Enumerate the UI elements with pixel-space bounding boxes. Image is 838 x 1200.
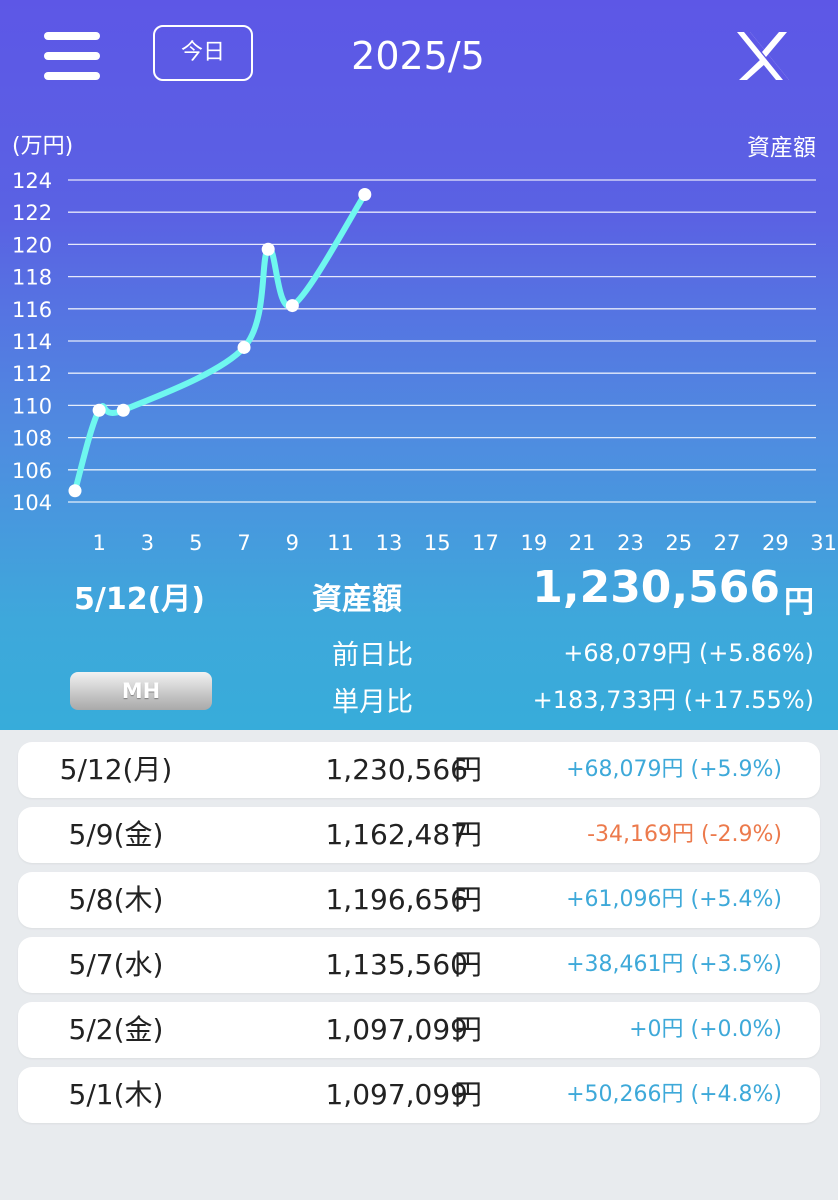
summary-unit: 円 [784,585,814,620]
x-tick-label: 21 [569,531,596,555]
history-row[interactable]: 5/1(木) 1,097,099 円 +50,266円 (+4.8%) [18,1067,820,1123]
asset-line [72,191,368,494]
y-tick-label: 112 [12,362,52,386]
row-value: 1,097,099 [325,1013,468,1046]
x-tick-label: 3 [141,531,154,555]
y-tick-label: 124 [12,169,52,193]
mh-button[interactable]: MH [70,672,212,710]
y-tick-label: 122 [12,201,52,225]
month-diff-value: +183,733円 (+17.55%) [532,686,814,714]
y-tick-label: 118 [12,266,52,290]
row-change: +50,266円 (+4.8%) [566,1082,782,1107]
data-point [116,403,130,417]
x-tick-label: 25 [665,531,692,555]
y-tick-label: 106 [12,459,52,483]
x-tick-label: 29 [762,531,789,555]
data-point [237,340,251,354]
row-date: 5/12(月) [59,753,173,786]
summary-date: 5/12(月) [74,582,206,617]
x-tick-label: 15 [424,531,451,555]
y-tick-label: 116 [12,298,52,322]
data-point [358,187,372,201]
history-row[interactable]: 5/8(木) 1,196,656 円 +61,096円 (+5.4%) [18,872,820,928]
history-row[interactable]: 5/9(金) 1,162,487 円 -34,169円 (-2.9%) [18,807,820,863]
row-value: 1,135,560 [325,948,468,981]
x-tick-label: 13 [376,531,403,555]
data-point [68,484,82,498]
day-diff-label: 前日比 [332,640,413,671]
row-change: -34,169円 (-2.9%) [587,822,782,847]
history-row[interactable]: 5/2(金) 1,097,099 円 +0円 (+0.0%) [18,1002,820,1058]
chart-points [68,187,372,498]
row-unit: 円 [454,1078,483,1111]
row-value: 1,097,099 [325,1078,468,1111]
chart-unit-label: (万円) [12,134,74,159]
row-value: 1,230,566 [325,753,468,786]
y-tick-label: 114 [12,330,52,354]
row-date: 5/9(金) [68,818,164,851]
row-unit: 円 [454,1013,483,1046]
day-diff-value: +68,079円 (+5.86%) [563,639,814,667]
summary-label: 資産額 [312,582,402,617]
month-title: 2025/5 [351,34,485,78]
history-list: 5/12(月) 1,230,566 円 +68,079円 (+5.9%) 5/9… [18,742,820,1132]
x-tick-label: 19 [520,531,547,555]
row-unit: 円 [454,818,483,851]
row-change: +61,096円 (+5.4%) [566,887,782,912]
data-point [285,299,299,313]
row-unit: 円 [454,883,483,916]
y-tick-label: 108 [12,427,52,451]
history-row[interactable]: 5/7(水) 1,135,560 円 +38,461円 (+3.5%) [18,937,820,993]
y-tick-label: 104 [12,491,52,515]
y-tick-label: 120 [12,233,52,257]
chart-series-label: 資産額 [747,135,816,161]
chart-x-axis: 1 3 5 7 9 11 13 15 17 19 21 23 25 27 29 31 [92,531,837,555]
summary-total-value: 1,230,566 [532,562,780,613]
x-tick-label: 27 [714,531,741,555]
asset-header-panel: 今日 2025/5 (万円) 資産額 104 106 108 110 112 114 116… [0,0,838,730]
row-change: +38,461円 (+3.5%) [566,952,782,977]
chart-grid [68,179,816,503]
x-logo-icon[interactable] [735,30,791,82]
row-change: +0円 (+0.0%) [629,1017,782,1042]
chart-y-axis: 104 106 108 110 112 114 116 118 120 122 124 [12,169,52,515]
row-date: 5/8(木) [68,883,164,916]
row-value: 1,162,487 [325,818,468,851]
x-tick-label: 1 [92,531,105,555]
row-change: +68,079円 (+5.9%) [566,757,782,782]
x-tick-label: 5 [189,531,202,555]
y-tick-label: 110 [12,394,52,418]
today-button[interactable]: 今日 [153,25,253,81]
row-date: 5/2(金) [68,1013,164,1046]
x-tick-label: 7 [237,531,250,555]
row-date: 5/7(水) [68,948,164,981]
row-date: 5/1(木) [68,1078,164,1111]
row-value: 1,196,656 [325,883,468,916]
x-tick-label: 17 [472,531,499,555]
row-unit: 円 [454,948,483,981]
history-row[interactable]: 5/12(月) 1,230,566 円 +68,079円 (+5.9%) [18,742,820,798]
x-tick-label: 11 [327,531,354,555]
hamburger-menu-icon[interactable] [44,32,100,80]
x-tick-label: 31 [810,531,837,555]
data-point [261,242,275,256]
data-point [92,403,106,417]
x-tick-label: 9 [286,531,299,555]
month-diff-label: 単月比 [332,687,413,718]
x-tick-label: 23 [617,531,644,555]
row-unit: 円 [454,753,483,786]
